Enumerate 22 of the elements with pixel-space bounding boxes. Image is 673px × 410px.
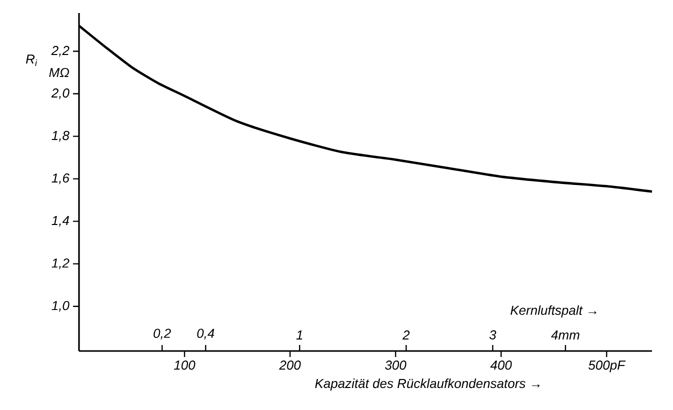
y-tick-label: 1,0 (52, 300, 70, 312)
y-tick-label: 1,6 (52, 173, 70, 184)
annotation: 1 (296, 330, 302, 340)
x-tick-label: 500pF (588, 360, 626, 372)
x-tick-label: 300 (385, 360, 406, 370)
text: MΩ (49, 68, 70, 78)
x-tick-label: 200 (279, 360, 301, 370)
annotation: 3 (489, 330, 496, 340)
y-tick-label: 2,2 (51, 46, 70, 57)
y-tick-label: 1,2 (52, 258, 70, 270)
annotation: 4mm (551, 330, 580, 340)
x-tick-label: 400 (490, 360, 512, 370)
annotation: 0,2 (154, 328, 171, 340)
y-tick-label: 1,8 (52, 130, 70, 142)
y-axis-title: R$_{i}$ (26, 54, 38, 66)
x-tick-label: 100 (174, 360, 196, 370)
annotation: Kernluftspalt → (510, 305, 596, 318)
y-tick-label: 1,4 (52, 216, 69, 227)
y-tick-label: 2,0 (51, 88, 70, 100)
annotation: 2 (402, 330, 410, 340)
annotation: 0,4 (197, 328, 214, 340)
x-axis-title: Kapazität des Rücklaufkondensators → (315, 378, 540, 391)
